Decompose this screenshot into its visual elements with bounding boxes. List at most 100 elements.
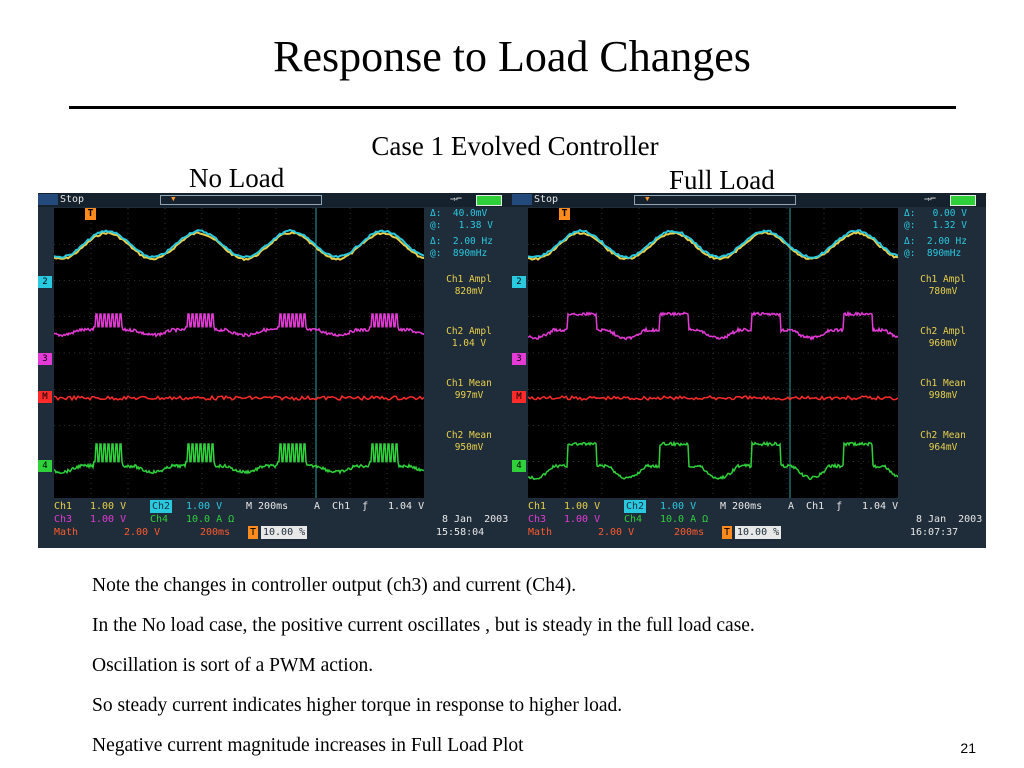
page-number: 21 xyxy=(960,740,976,756)
ch3-trace xyxy=(54,313,424,338)
trigger-source: A Ch1 ƒ xyxy=(314,501,369,512)
battery-icon xyxy=(950,195,976,206)
cursor-position: @: 1.38 V xyxy=(430,220,493,231)
capture-time: 15:58:04 xyxy=(436,527,485,538)
trigger-level: 1.04 V xyxy=(862,501,899,512)
waveform-svg xyxy=(54,208,424,498)
ch2-ampl-measurement: Ch2 Ampl 960mV xyxy=(900,326,986,350)
graticule-grid xyxy=(54,208,424,498)
notes-list: Note the changes in controller output (c… xyxy=(92,566,992,766)
capture-time: 16:07:37 xyxy=(910,527,959,538)
math-trace xyxy=(528,394,898,402)
frequency-position: @: 890mHz xyxy=(904,248,962,259)
trigger-position-icon: ▾ xyxy=(644,193,651,205)
run-indicator xyxy=(38,194,58,205)
timebase: M 200ms xyxy=(720,501,763,512)
ch1-mean-measurement: Ch1 Mean 998mV xyxy=(900,378,986,402)
cursor-readout: Δ: 40.0mV @: 1.38 V Δ: 2.00 Hz @: 890mHz xyxy=(426,208,512,260)
ch3-name: Ch3 xyxy=(54,514,73,525)
scope-settings-footer: Ch1 1.00 V Ch2 1.00 V M 200ms A Ch1 ƒ 1.… xyxy=(38,500,512,548)
ch2-ampl-label: Ch2 Ampl xyxy=(920,326,966,337)
ch2-scale: 1.00 V xyxy=(660,501,697,512)
note-item: So steady current indicates higher torqu… xyxy=(92,695,623,716)
ch1-name: Ch1 xyxy=(528,501,547,512)
math-time: 200ms xyxy=(200,527,231,538)
capture-date: 8 Jan 2003 xyxy=(442,514,509,525)
note-item: In the No load case, the positive curren… xyxy=(92,615,755,636)
math-name: Math xyxy=(54,527,79,538)
math-scale: 2.00 V xyxy=(124,527,161,538)
acquisition-status: Stop xyxy=(534,194,559,205)
ch1-mean-label: Ch1 Mean xyxy=(920,378,966,389)
no-load-oscilloscope: Stop ▾ ⇒⌐ T 2 3 M 4 Δ: 40.0mV @: 1.38 V … xyxy=(38,193,512,548)
trigger-position-icon: T xyxy=(248,526,259,539)
trigger-position-icon: ▾ xyxy=(170,193,177,205)
title-divider xyxy=(69,106,956,109)
ch2-mean-value: 964mV xyxy=(928,442,958,453)
trigger-position-icon: T xyxy=(722,526,733,539)
ch4-scale: 10.0 A Ω xyxy=(660,514,709,525)
waveform-display xyxy=(54,208,424,498)
math-marker: M xyxy=(38,391,52,403)
ch1-ampl-label: Ch1 Ampl xyxy=(920,274,966,285)
timebase: M 200ms xyxy=(246,501,289,512)
measurement-readouts: Δ: 0.00 V @: 1.32 V Δ: 2.00 Hz @: 890mHz… xyxy=(900,208,986,508)
measurement-readouts: Δ: 40.0mV @: 1.38 V Δ: 2.00 Hz @: 890mHz… xyxy=(426,208,512,508)
scope-settings-footer: Ch1 1.00 V Ch2 1.00 V M 200ms A Ch1 ƒ 1.… xyxy=(512,500,986,548)
note-item: Negative current magnitude increases in … xyxy=(92,735,524,756)
ch2-name: Ch2 xyxy=(150,500,173,513)
ch3-trace xyxy=(528,310,898,341)
ch1-mean-value: 998mV xyxy=(928,390,958,401)
math-marker: M xyxy=(512,391,526,403)
battery-icon xyxy=(476,195,502,206)
ch2-scale: 1.00 V xyxy=(186,501,223,512)
math-trace xyxy=(54,394,424,402)
cursor-delta: Δ: 0.00 V xyxy=(904,208,967,219)
waveform-svg xyxy=(528,208,898,498)
ch1-ampl-value: 820mV xyxy=(454,286,484,297)
full-load-oscilloscope: Stop ▾ ⇒⌐ T 2 3 M 4 Δ: 0.00 V @: 1.32 V … xyxy=(512,193,986,548)
frequency-delta: Δ: 2.00 Hz xyxy=(904,236,967,247)
ch1-ampl-measurement: Ch1 Ampl 780mV xyxy=(900,274,986,298)
ch2-mean-measurement: Ch2 Mean 950mV xyxy=(426,430,512,454)
cursor-delta: Δ: 40.0mV xyxy=(430,208,488,219)
power-plug-icon: ⇒⌐ xyxy=(450,194,463,205)
ch1-mean-measurement: Ch1 Mean 997mV xyxy=(426,378,512,402)
ch2-mean-value: 950mV xyxy=(454,442,484,453)
ch2-marker: 2 xyxy=(512,276,526,288)
ch2-mean-label: Ch2 Mean xyxy=(446,430,492,441)
ch1-mean-value: 997mV xyxy=(454,390,484,401)
ch2-ampl-value: 1.04 V xyxy=(451,338,487,349)
cursor-position: @: 1.32 V xyxy=(904,220,967,231)
ch4-trace xyxy=(54,443,424,475)
ch4-marker: 4 xyxy=(38,460,52,472)
math-scale: 2.00 V xyxy=(598,527,635,538)
ch2-trace xyxy=(54,229,424,259)
ch2-mean-label: Ch2 Mean xyxy=(920,430,966,441)
frequency-delta: Δ: 2.00 Hz xyxy=(430,236,493,247)
graticule-grid xyxy=(528,208,898,498)
ch1-mean-label: Ch1 Mean xyxy=(446,378,492,389)
ch1-ampl-measurement: Ch1 Ampl 820mV xyxy=(426,274,512,298)
ch2-ampl-label: Ch2 Ampl xyxy=(446,326,492,337)
record-length-bar xyxy=(634,195,796,205)
ch4-scale: 10.0 A Ω xyxy=(186,514,235,525)
ch2-mean-measurement: Ch2 Mean 964mV xyxy=(900,430,986,454)
ch3-scale: 1.00 V xyxy=(564,514,601,525)
ch3-scale: 1.00 V xyxy=(90,514,127,525)
note-item: Oscillation is sort of a PWM action. xyxy=(92,655,374,676)
ch1-ampl-value: 780mV xyxy=(928,286,958,297)
record-length-bar xyxy=(160,195,322,205)
ch2-trace xyxy=(528,228,898,259)
frequency-position: @: 890mHz xyxy=(430,248,488,259)
scope-status-bar: Stop ▾ ⇒⌐ xyxy=(512,193,986,207)
ch4-marker: 4 xyxy=(512,460,526,472)
ch4-trace xyxy=(528,440,898,481)
case-caption: Case 1 Evolved Controller xyxy=(371,131,659,161)
trigger-position: 10.00 % xyxy=(735,526,782,539)
trigger-level: 1.04 V xyxy=(388,501,425,512)
run-indicator xyxy=(512,194,532,205)
trigger-source: A Ch1 ƒ xyxy=(788,501,843,512)
cursor-readout: Δ: 0.00 V @: 1.32 V Δ: 2.00 Hz @: 890mHz xyxy=(900,208,986,260)
math-time: 200ms xyxy=(674,527,705,538)
